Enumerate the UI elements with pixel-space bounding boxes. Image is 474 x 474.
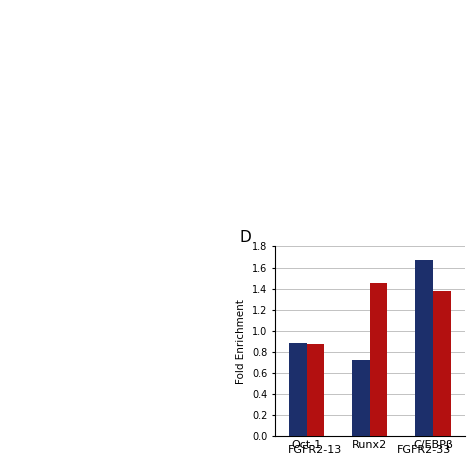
Text: FGFR2-33: FGFR2-33 [397,445,451,455]
Bar [433,291,451,436]
Y-axis label: Fold Enrichment: Fold Enrichment [237,299,246,384]
Text: FGFR2-13: FGFR2-13 [288,445,342,455]
Text: D: D [239,230,251,245]
Bar [352,360,370,436]
Bar [415,260,433,436]
Bar [370,283,387,436]
Bar [307,345,324,436]
Bar [289,343,307,436]
